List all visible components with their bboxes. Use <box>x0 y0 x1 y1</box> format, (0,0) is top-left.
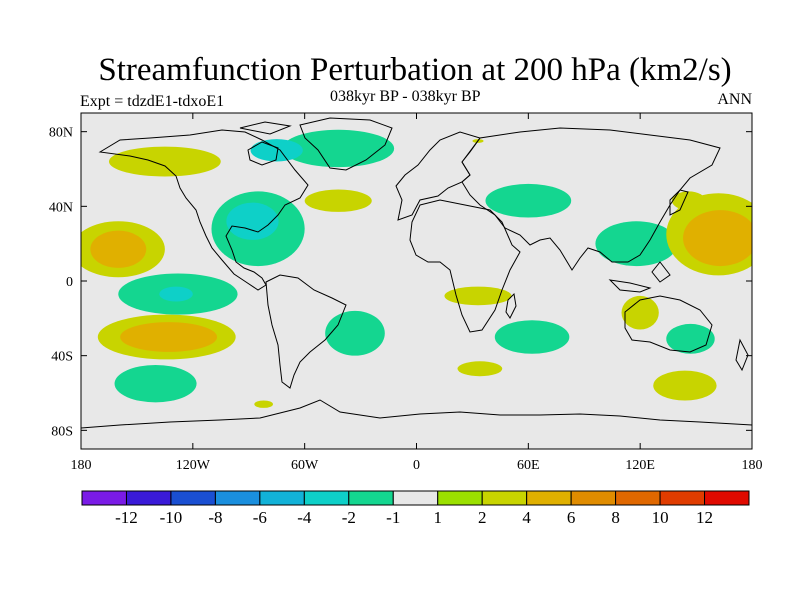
colorbar-label: -2 <box>342 508 356 527</box>
colorbar-swatch <box>259 490 305 506</box>
lon-tick-label: 60E <box>517 458 540 473</box>
contour-region-7 <box>226 202 279 240</box>
contour-region-18 <box>494 320 570 354</box>
lat-tick-label: 80N <box>49 126 73 141</box>
period-subtitle: 038kyr BP - 038kyr BP <box>330 88 481 105</box>
lon-tick-label: 60W <box>291 458 319 473</box>
colorbar-label: -6 <box>253 508 267 527</box>
contour-region-16 <box>444 286 512 306</box>
contour-region-5 <box>304 189 372 212</box>
colorbar-swatch <box>615 490 661 506</box>
colorbar-swatch <box>570 490 617 506</box>
lon-tick-label: 0 <box>413 458 420 473</box>
colorbar-swatch <box>437 490 483 506</box>
contour-region-11 <box>120 322 218 352</box>
contour-region-13 <box>254 400 273 408</box>
lat-tick-label: 40N <box>49 200 73 215</box>
colorbar-swatch <box>704 490 750 506</box>
lat-tick-label: 40S <box>51 350 73 365</box>
colorbar-label: 8 <box>611 508 620 527</box>
map-axes: 180 120W 60W 0 60E 120E 180 80N 40N 0 40S 80S <box>49 113 763 473</box>
contour-region-15 <box>485 183 572 218</box>
contour-region-14 <box>325 310 385 356</box>
colorbar-swatch <box>125 490 172 506</box>
colorbar-swatch <box>659 490 706 506</box>
colorbar-swatch <box>526 490 572 506</box>
coastlines <box>81 117 752 429</box>
colorbar-label: -4 <box>297 508 312 527</box>
colorbar-label: -10 <box>160 508 183 527</box>
contour-region-19 <box>595 221 678 267</box>
colorbar-label: 12 <box>696 508 713 527</box>
contour-region-9 <box>159 286 193 302</box>
colorbar-swatch <box>348 490 394 506</box>
colorbar-swatch <box>214 490 261 506</box>
colorbar-label: 1 <box>433 508 442 527</box>
lon-tick-label: 120E <box>625 458 655 473</box>
colorbar-label: 4 <box>522 508 531 527</box>
contour-region-24 <box>683 210 752 267</box>
contour-region-2 <box>108 146 221 177</box>
lon-tick-label: 120W <box>176 458 211 473</box>
lon-tick-label: 180 <box>742 458 763 473</box>
colorbar-swatch <box>481 490 528 506</box>
colorbar-label: 2 <box>478 508 487 527</box>
contour-region-1 <box>90 230 147 268</box>
colorbar-label: 10 <box>652 508 669 527</box>
contour-region-12 <box>114 365 197 403</box>
contour-region-25 <box>671 191 706 211</box>
contour-region-4 <box>250 139 303 162</box>
colorbar-label: -8 <box>208 508 222 527</box>
experiment-label: Expt = tdzdE1-tdxoE1 <box>80 93 225 110</box>
colorbar-label: -1 <box>386 508 400 527</box>
lon-tick-label: 180 <box>71 458 92 473</box>
contour-region-22 <box>653 370 717 401</box>
colorbar-swatch <box>170 490 216 506</box>
chart-title: Streamfunction Perturbation at 200 hPa (… <box>98 52 732 88</box>
colorbar-label: -12 <box>115 508 138 527</box>
lat-tick-label: 80S <box>51 424 73 439</box>
contour-region-17 <box>457 361 503 377</box>
contour-region-20 <box>621 295 659 330</box>
colorbar-label: 6 <box>567 508 576 527</box>
colorbar-swatch <box>81 490 127 506</box>
colorbar-swatch <box>392 490 439 506</box>
colorbar: -12 -10 -8 -6 -4 -2 -1 1 2 4 6 8 10 12 <box>81 490 750 527</box>
season-label: ANN <box>717 91 752 108</box>
colorbar-swatch <box>303 490 350 506</box>
lat-tick-label: 0 <box>66 275 73 290</box>
contour-region-3 <box>282 129 395 168</box>
